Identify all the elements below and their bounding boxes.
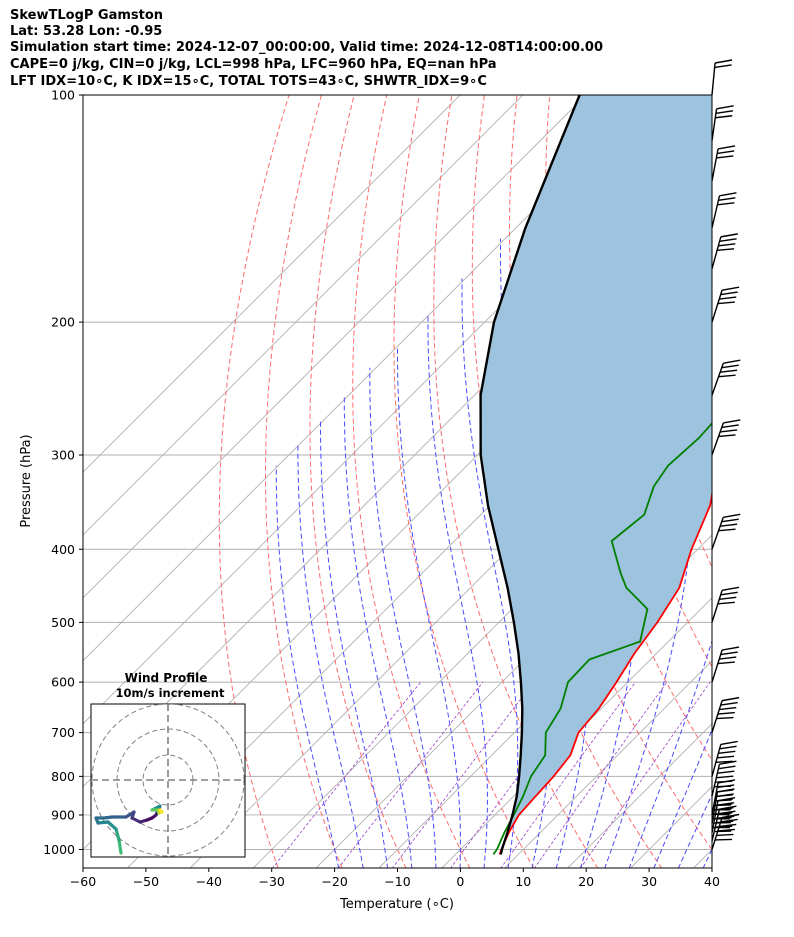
hodograph-subtitle: 10m/s increment xyxy=(116,686,225,700)
dry-adiabat-line xyxy=(218,95,290,868)
wind-barb xyxy=(711,359,741,396)
moist-adiabat-line xyxy=(275,465,340,868)
wind-barb xyxy=(711,419,741,456)
wind-barb xyxy=(711,779,736,816)
chart-title: SkewTLogP Gamston xyxy=(10,8,164,23)
mixing-ratio-line xyxy=(272,681,422,868)
mixing-ratio-line xyxy=(534,681,668,868)
dry-adiabat-line xyxy=(309,95,407,868)
wind-barb xyxy=(711,233,738,270)
dry-adiabat-line xyxy=(352,95,471,868)
y-tick-label: 200 xyxy=(51,315,75,330)
isotherm-line xyxy=(567,723,712,868)
x-tick-label: 30 xyxy=(641,874,657,889)
wind-barb xyxy=(711,145,736,182)
hodograph-segment xyxy=(114,827,121,842)
moist-adiabat-line xyxy=(628,639,712,868)
x-tick-label: −50 xyxy=(133,874,159,889)
x-axis-label: Temperature (∘C) xyxy=(339,897,454,912)
moist-adiabat-line xyxy=(653,728,712,868)
dry-adiabat-line xyxy=(774,61,794,869)
moist-adiabat-line xyxy=(397,345,461,868)
wind-barb xyxy=(711,59,733,96)
x-tick-label: 10 xyxy=(515,874,531,889)
temperature-line xyxy=(498,489,712,855)
y-tick-label: 700 xyxy=(51,725,75,740)
hodograph-trace xyxy=(94,804,164,855)
moist-adiabat-line xyxy=(369,367,437,868)
x-axis: −60 −50 −40 −30 −20 −10 0 10 20 30 40 xyxy=(70,868,720,889)
hodograph-segment xyxy=(158,808,164,814)
x-tick-label: 20 xyxy=(578,874,594,889)
x-tick-label: −30 xyxy=(259,874,285,889)
y-tick-label: 900 xyxy=(51,807,75,822)
cin-shade xyxy=(480,95,712,853)
wind-barb xyxy=(711,740,738,777)
mixing-ratio-line xyxy=(337,681,484,868)
moist-adiabat-line xyxy=(427,313,488,868)
x-tick-label: 0 xyxy=(456,874,464,889)
profile-lines xyxy=(479,95,712,855)
hodograph-segment xyxy=(96,820,110,825)
wind-barbs xyxy=(711,59,741,850)
wind-barb xyxy=(711,696,740,733)
moist-adiabat-line xyxy=(297,443,364,868)
y-tick-label: 1000 xyxy=(43,842,75,857)
moist-adiabat-line xyxy=(343,395,413,868)
isotherm-line xyxy=(83,95,461,473)
isotherm-line xyxy=(378,534,712,868)
mixing-ratio-line xyxy=(500,681,636,868)
y-tick-label: 100 xyxy=(51,88,75,103)
wind-barb xyxy=(711,646,740,683)
hodograph-segment xyxy=(106,820,118,831)
index-label: LFT IDX=10∘C, K IDX=15∘C, TOTAL TOTS=43∘… xyxy=(10,74,487,89)
x-tick-label: −60 xyxy=(70,874,96,889)
wind-barb xyxy=(711,192,737,229)
y-tick-label: 300 xyxy=(51,447,75,462)
hodograph-title: Wind Profile xyxy=(125,671,208,685)
parcel-path-line xyxy=(479,95,581,855)
y-tick-label: 600 xyxy=(51,675,75,690)
hodograph-ring-30 xyxy=(91,704,245,857)
moist-adiabat-line xyxy=(500,238,553,868)
wind-barb xyxy=(711,513,741,550)
isotherm-line xyxy=(83,95,587,599)
moist-adiabat-line xyxy=(320,420,389,868)
wind-barb xyxy=(711,286,740,323)
dry-adiabat-line xyxy=(711,95,712,96)
wind-barb xyxy=(711,586,740,623)
dry-adiabat-line xyxy=(393,95,535,868)
dry-adiabat-line xyxy=(433,95,599,868)
isotherm-line xyxy=(504,660,712,868)
wind-barb xyxy=(711,105,734,141)
mixing-ratio-line xyxy=(391,681,535,868)
dry-adiabat-line xyxy=(471,95,663,868)
x-tick-label: −40 xyxy=(196,874,222,889)
cape-cin-shading xyxy=(480,95,712,853)
location-label: Lat: 53.28 Lon: -0.95 xyxy=(10,24,163,39)
dewpoint-line xyxy=(492,422,712,855)
x-tick-label: 40 xyxy=(704,874,720,889)
y-tick-label: 800 xyxy=(51,769,75,784)
wind-barb xyxy=(711,760,737,797)
cape-label: CAPE=0 j/kg, CIN=0 j/kg, LCL=998 hPa, LF… xyxy=(10,57,497,72)
y-tick-label: 500 xyxy=(51,615,75,630)
x-tick-label: −20 xyxy=(321,874,347,889)
time-label: Simulation start time: 2024-12-07_00:00:… xyxy=(10,40,603,55)
hodograph-segment xyxy=(117,838,123,855)
dry-adiabat-line xyxy=(265,95,343,868)
isotherm-line xyxy=(83,95,524,536)
hodograph-inset: Wind Profile 10m/s increment xyxy=(90,671,246,858)
y-axis-label: Pressure (hPa) xyxy=(19,434,34,527)
dry-adiabat-line xyxy=(743,61,794,869)
x-tick-label: −10 xyxy=(384,874,410,889)
y-tick-label: 400 xyxy=(51,542,75,557)
mixing-ratio-line xyxy=(580,681,711,868)
y-axis: 1000 900 800 700 600 500 400 300 200 100 xyxy=(43,88,83,857)
